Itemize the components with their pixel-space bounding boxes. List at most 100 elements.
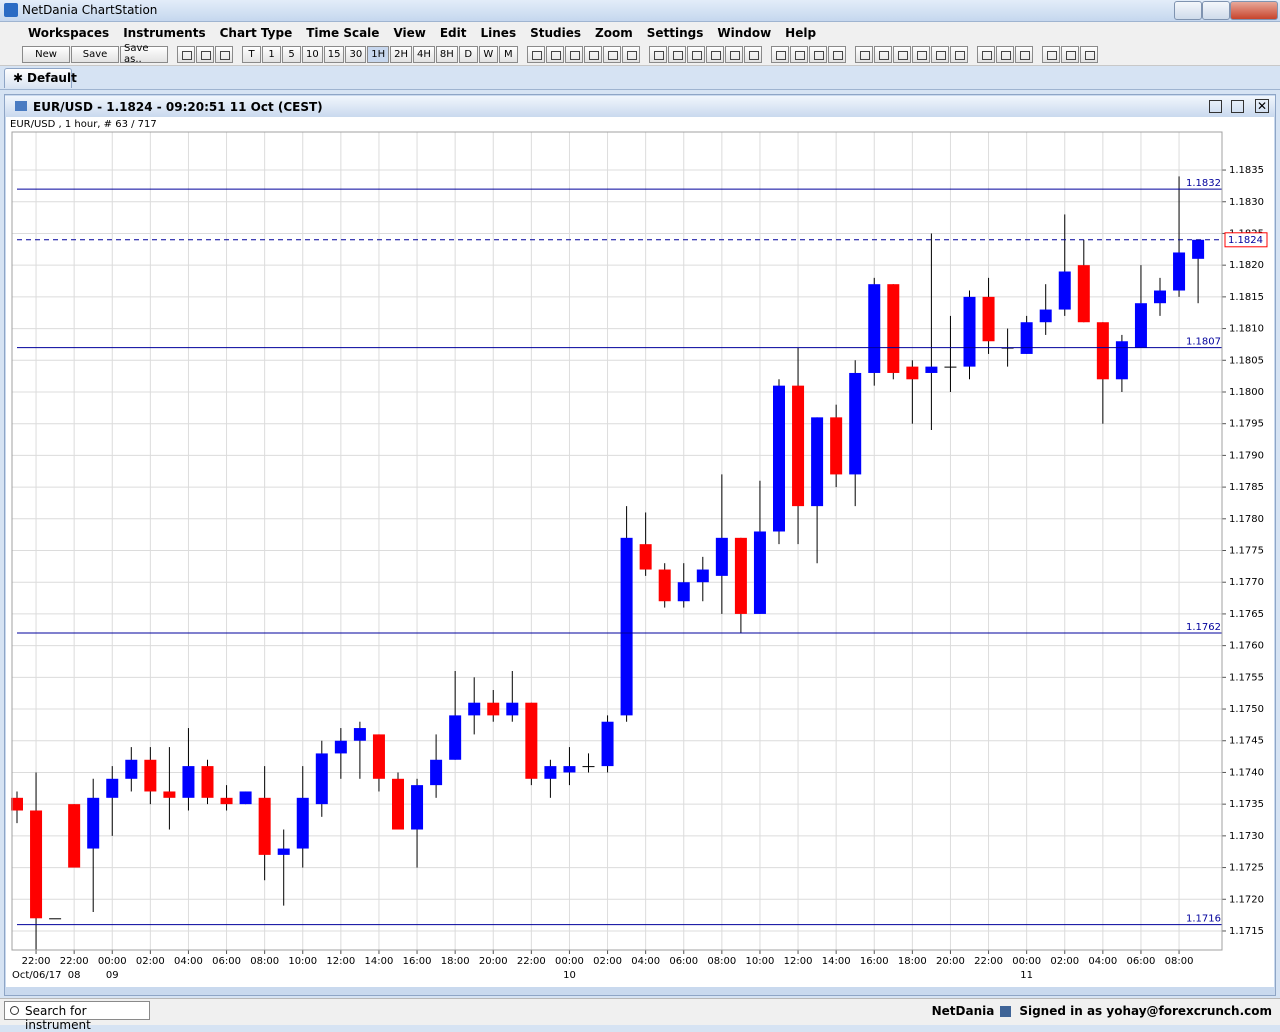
chart-type-button[interactable] (215, 45, 233, 63)
candle-body (925, 366, 938, 373)
tool-button[interactable] (995, 45, 1014, 63)
menu-item[interactable]: Help (785, 25, 817, 40)
menu-item[interactable]: Window (717, 25, 772, 40)
toolbar-button[interactable]: New (22, 45, 70, 63)
timescale-button[interactable]: T (242, 45, 261, 63)
tool-button[interactable] (621, 45, 640, 63)
candle-body (792, 385, 805, 507)
minimize-button[interactable] (1174, 1, 1202, 20)
candle-body (68, 804, 81, 868)
menu-item[interactable]: Time Scale (306, 25, 380, 40)
timescale-button[interactable]: 30 (345, 45, 367, 63)
candle-body (658, 569, 671, 602)
candle-body (887, 284, 900, 373)
close-button[interactable] (1230, 1, 1278, 20)
search-box[interactable]: Search for instrument (4, 1001, 150, 1032)
timescale-button[interactable]: 8H (435, 45, 458, 63)
tool-button[interactable] (705, 45, 724, 63)
y-tick-label: 1.1730 (1229, 831, 1264, 842)
x-tick-label: 12:00 (784, 956, 813, 967)
x-tick-label: 22:00 (22, 956, 51, 967)
tool-button[interactable] (854, 45, 873, 63)
chart-type-button[interactable] (196, 45, 214, 63)
timescale-button[interactable]: 2H (390, 45, 412, 63)
detach-button[interactable] (1231, 100, 1244, 113)
candle-body (582, 766, 595, 768)
menu-item[interactable]: Instruments (123, 25, 206, 40)
menu-item[interactable]: Workspaces (28, 25, 110, 40)
timescale-button[interactable]: 4H (412, 45, 435, 63)
x-tick-label: 06:00 (212, 956, 241, 967)
timescale-button[interactable]: M (498, 45, 518, 63)
tool-button[interactable] (873, 45, 892, 63)
tool-button[interactable] (743, 45, 762, 63)
tool-button[interactable] (1060, 45, 1079, 63)
menu-item[interactable]: Zoom (595, 25, 633, 40)
tool-button[interactable] (892, 45, 911, 63)
maximize-button[interactable] (1202, 1, 1230, 20)
menu-item[interactable]: Settings (646, 25, 704, 40)
menu-item[interactable]: Lines (480, 25, 517, 40)
tool-button[interactable] (686, 45, 705, 63)
tool-button[interactable] (724, 45, 743, 63)
y-tick-label: 1.1820 (1229, 260, 1264, 271)
tool-button[interactable] (583, 45, 602, 63)
tool-button[interactable] (545, 45, 564, 63)
tool-button[interactable] (789, 45, 808, 63)
toolbar-button[interactable]: Save as.. (120, 43, 168, 65)
tool-button[interactable] (526, 45, 545, 63)
timescale-button[interactable]: 5 (282, 45, 301, 63)
menu-item[interactable]: Studies (530, 25, 581, 40)
candle-body (1173, 252, 1186, 291)
x-tick-label: 08:00 (250, 956, 279, 967)
tool-button[interactable] (564, 45, 583, 63)
timescale-button[interactable]: D (458, 45, 478, 63)
tool-button[interactable] (827, 45, 846, 63)
timescale-button[interactable]: 1H (367, 45, 390, 63)
candle-body (449, 715, 462, 760)
timescale-button[interactable]: W (478, 45, 498, 63)
candle-body (734, 537, 747, 614)
tab[interactable]: ✱ Default (4, 68, 77, 88)
restore-button[interactable] (1209, 100, 1222, 113)
tool-button[interactable] (1041, 45, 1060, 63)
candle-body (1154, 290, 1166, 304)
current-price-box (1224, 232, 1268, 248)
timescale-button[interactable]: 1 (262, 45, 281, 63)
tool-button[interactable] (976, 45, 995, 63)
y-tick-label: 1.1725 (1229, 863, 1264, 874)
candle-body (430, 759, 443, 786)
x-tick-label: 00:00 (1012, 956, 1041, 967)
candle-body (677, 582, 690, 602)
candle-body (411, 785, 424, 830)
tool-button[interactable] (602, 45, 621, 63)
close-chart-button[interactable]: ✕ (1255, 99, 1269, 113)
timescale-button[interactable]: 15 (323, 45, 345, 63)
tool-button[interactable] (770, 45, 789, 63)
candle-body (220, 797, 233, 805)
candle-body (30, 810, 43, 919)
tool-button[interactable] (930, 45, 949, 63)
tool-button[interactable] (808, 45, 827, 63)
timescale-button[interactable]: 10 (302, 45, 323, 63)
y-tick-label: 1.1770 (1229, 577, 1264, 588)
tool-button[interactable] (648, 45, 667, 63)
toolbar-button[interactable]: Save (71, 45, 119, 63)
chart-type-button[interactable] (177, 45, 195, 63)
candle-body (106, 778, 119, 798)
x-tick-label: 02:00 (1050, 956, 1079, 967)
candle-body (201, 766, 214, 798)
menu-item[interactable]: Edit (439, 25, 467, 40)
window-title: NetDania ChartStation (22, 3, 158, 17)
tool-button[interactable] (1079, 45, 1098, 63)
tool-button[interactable] (911, 45, 930, 63)
tool-button[interactable] (1014, 45, 1033, 63)
tool-button[interactable] (949, 45, 968, 63)
y-tick-label: 1.1740 (1229, 767, 1264, 778)
tool-button[interactable] (667, 45, 686, 63)
candle-body (277, 848, 290, 855)
menu-item[interactable]: View (393, 25, 426, 40)
menu-item[interactable]: Chart Type (219, 25, 293, 40)
candle-body (468, 702, 481, 716)
